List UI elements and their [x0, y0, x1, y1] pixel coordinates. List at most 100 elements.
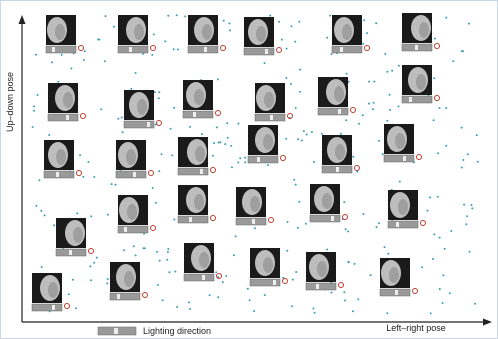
point — [391, 70, 393, 72]
point — [173, 219, 175, 221]
point — [174, 271, 176, 273]
point — [445, 145, 447, 147]
point — [264, 62, 266, 64]
point — [363, 213, 365, 215]
lighting-slider — [183, 111, 213, 118]
point — [439, 107, 441, 109]
point — [177, 49, 179, 51]
point — [348, 261, 350, 263]
point — [297, 138, 299, 140]
point — [376, 226, 378, 228]
face-shade — [322, 193, 332, 209]
point — [135, 254, 137, 256]
point — [170, 128, 172, 130]
lighting-handle — [265, 49, 268, 54]
point — [168, 271, 170, 273]
point — [162, 299, 164, 301]
point — [330, 53, 332, 55]
point — [173, 107, 175, 109]
point — [216, 126, 218, 128]
point — [100, 108, 102, 110]
point — [293, 179, 295, 181]
point — [38, 179, 40, 181]
lighting-handle — [200, 169, 203, 174]
lighting-handle — [273, 280, 276, 285]
point — [375, 22, 377, 24]
lighting-handle — [415, 45, 418, 50]
point — [154, 91, 156, 93]
point — [166, 259, 168, 261]
point — [93, 262, 95, 264]
point — [104, 60, 106, 62]
lighting-slider — [332, 46, 362, 53]
point — [303, 130, 305, 132]
face-shade — [389, 267, 399, 283]
lighting-slider — [388, 221, 418, 228]
point — [189, 308, 191, 310]
point — [35, 205, 37, 207]
lighting-handle — [409, 97, 412, 102]
point — [386, 120, 388, 122]
point — [117, 118, 119, 120]
point — [89, 265, 91, 267]
point — [445, 107, 447, 109]
point — [343, 201, 345, 203]
point — [167, 15, 169, 17]
point — [437, 152, 439, 154]
point — [442, 302, 444, 304]
point — [354, 263, 356, 265]
point — [227, 137, 229, 139]
point — [233, 254, 235, 256]
face-shade — [342, 24, 352, 40]
point — [152, 187, 154, 189]
lighting-slider — [318, 108, 348, 115]
figure: Up–down pose Left–right pose Lighting di… — [0, 0, 498, 339]
lighting-handle — [69, 250, 72, 255]
point — [347, 230, 349, 232]
point — [370, 274, 372, 276]
point — [312, 308, 314, 310]
lighting-handle — [193, 112, 196, 117]
point — [253, 310, 255, 312]
lighting-handle — [66, 115, 69, 120]
point — [115, 184, 117, 186]
point — [225, 275, 227, 277]
point — [173, 48, 175, 50]
point — [33, 110, 35, 112]
point — [357, 298, 359, 300]
point — [382, 153, 384, 155]
point — [295, 184, 297, 186]
face-shade — [137, 99, 147, 115]
face-shade — [73, 227, 83, 243]
point — [226, 122, 228, 124]
point — [366, 32, 368, 34]
point — [281, 39, 283, 41]
face-shade — [134, 24, 144, 40]
point — [298, 201, 300, 203]
lighting-handle — [340, 47, 343, 52]
face-shade — [398, 199, 408, 215]
point — [61, 54, 63, 56]
point — [249, 299, 251, 301]
point — [267, 164, 269, 166]
point — [121, 117, 123, 119]
point — [189, 126, 191, 128]
lighting-handle — [52, 47, 55, 52]
point — [130, 88, 132, 90]
point — [326, 249, 328, 251]
point — [292, 279, 294, 281]
lighting-handle — [395, 290, 398, 295]
point — [171, 154, 173, 156]
lighting-slider — [118, 46, 148, 53]
point — [421, 266, 423, 268]
point — [373, 81, 375, 83]
point — [229, 29, 231, 31]
point — [135, 72, 137, 74]
point — [96, 257, 98, 259]
point — [254, 227, 256, 229]
lighting-slider — [244, 48, 274, 55]
lighting-handle — [316, 284, 319, 289]
face-shade — [419, 22, 429, 38]
lighting-slider — [116, 171, 146, 178]
point — [461, 167, 463, 169]
